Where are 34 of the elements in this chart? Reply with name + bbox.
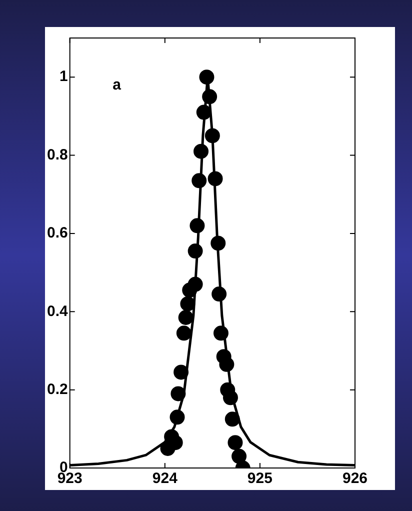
y-tick-label: 1 — [60, 68, 68, 86]
point — [182, 282, 198, 298]
point — [180, 296, 196, 312]
point — [160, 440, 176, 456]
x-tick-label: 924 — [152, 470, 178, 488]
point — [204, 128, 220, 144]
point — [194, 144, 209, 159]
point — [176, 326, 192, 341]
point — [228, 435, 243, 450]
point — [202, 89, 218, 104]
point — [224, 412, 240, 427]
x-tick-label: 926 — [342, 470, 368, 488]
point — [188, 244, 203, 259]
annotation: a — [112, 76, 122, 94]
point — [212, 286, 227, 302]
point — [190, 218, 205, 234]
point — [208, 171, 223, 186]
y-tick-label: 0.4 — [46, 302, 68, 320]
point — [170, 410, 185, 425]
point — [232, 448, 247, 464]
y-tick-label: 0.8 — [46, 146, 68, 164]
point — [210, 236, 226, 251]
point — [174, 364, 189, 380]
point — [178, 310, 194, 325]
point — [192, 173, 207, 188]
x-tick-label: 925 — [247, 470, 272, 488]
point — [219, 356, 234, 372]
point — [196, 104, 212, 120]
point — [213, 326, 228, 341]
point — [199, 70, 214, 85]
y-tick-label: 0.2 — [46, 380, 68, 398]
point — [170, 386, 186, 402]
y-tick-label: 0.6 — [46, 224, 68, 242]
point — [222, 390, 238, 406]
